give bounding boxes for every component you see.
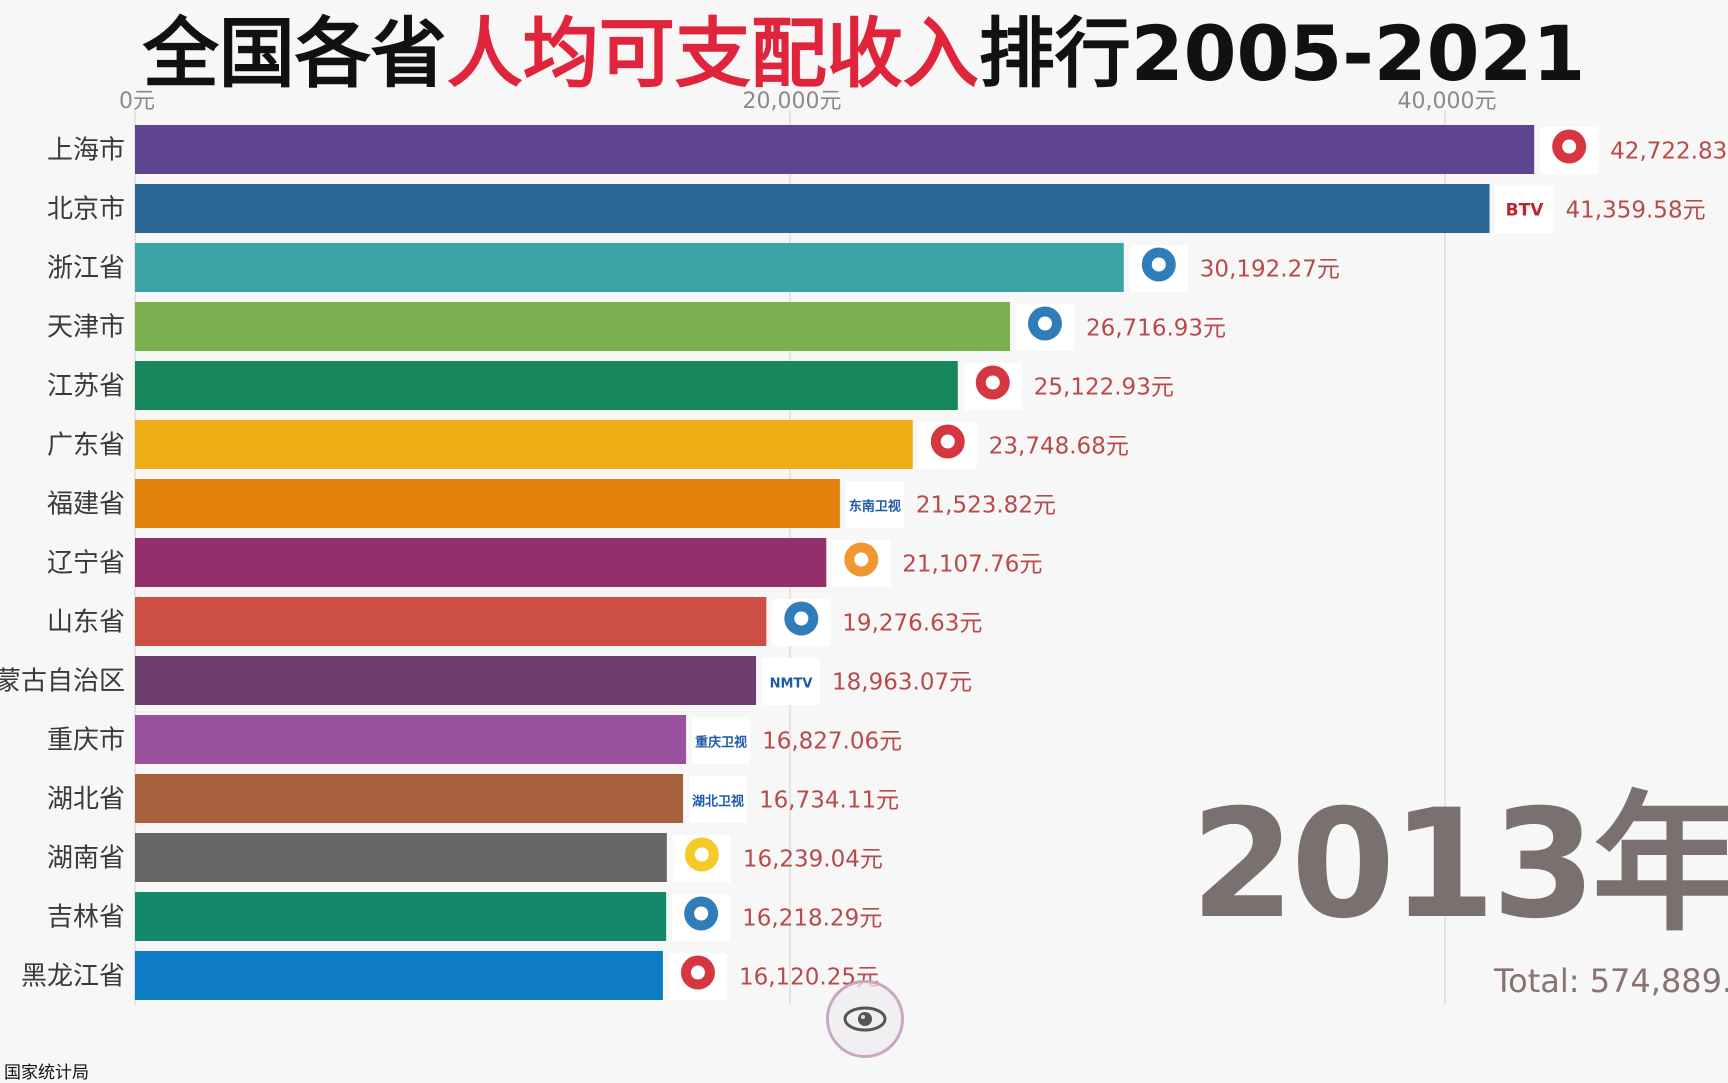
category-label: 湖北省 <box>47 785 125 815</box>
svg-text:重庆卫视: 重庆卫视 <box>695 735 747 751</box>
guangdong-tv-logo-icon <box>918 422 977 469</box>
category-label: 吉林省 <box>47 903 125 933</box>
year-label: 2013年 <box>1190 778 1728 952</box>
btv-logo-icon: BTV <box>1495 186 1554 233</box>
x-tick-label: 20,000元 <box>743 89 842 114</box>
bar <box>135 184 1490 233</box>
category-label: 蒙古自治区 <box>0 667 125 697</box>
bar <box>135 656 757 705</box>
svg-text:东南卫视: 东南卫视 <box>849 499 901 515</box>
value-label: 26,716.93元 <box>1086 316 1226 342</box>
hubei-tv-logo-icon: 湖北卫视 <box>689 776 748 823</box>
category-label: 江苏省 <box>47 372 125 402</box>
bar <box>135 597 767 646</box>
title-highlight: 人均可支配收入 <box>446 9 979 98</box>
category-label: 重庆市 <box>47 726 125 756</box>
x-tick-label: 40,000元 <box>1398 89 1497 114</box>
value-label: 16,734.11元 <box>759 788 899 814</box>
category-label: 北京市 <box>47 195 125 225</box>
value-label: 30,192.27元 <box>1200 257 1340 283</box>
category-label: 湖南省 <box>47 844 125 874</box>
shandong-tv-logo-icon <box>772 599 831 646</box>
chongqing-tv-logo-icon: 重庆卫视 <box>692 717 751 764</box>
bar <box>135 833 667 882</box>
nmtv-logo-icon: NMTV <box>762 658 821 705</box>
source-label: 国家统计局 <box>4 1063 89 1083</box>
value-label: 16,239.04元 <box>743 847 883 873</box>
category-label: 山东省 <box>47 608 125 638</box>
x-tick-label: 0元 <box>119 89 155 114</box>
svg-text:湖北卫视: 湖北卫视 <box>692 794 744 810</box>
category-label: 广东省 <box>47 431 125 461</box>
value-label: 41,359.58元 <box>1566 198 1706 224</box>
value-label: 21,523.82元 <box>916 493 1056 519</box>
bar <box>135 892 667 941</box>
bar <box>135 479 840 528</box>
total-label: Total: 574,889.4 <box>1494 962 1728 1000</box>
bar <box>135 715 687 764</box>
southeast-tv-logo-icon: 东南卫视 <box>845 481 904 528</box>
value-label: 25,122.93元 <box>1034 375 1174 401</box>
value-label: 16,827.06元 <box>762 729 902 755</box>
heilongjiang-tv-logo-icon <box>668 953 727 1000</box>
category-label: 黑龙江省 <box>21 962 125 992</box>
bar <box>135 125 1535 174</box>
bar <box>135 302 1010 351</box>
category-label: 福建省 <box>47 490 125 520</box>
bar <box>135 774 684 823</box>
value-label: 42,722.83元 <box>1610 139 1728 165</box>
value-label: 23,748.68元 <box>989 434 1129 460</box>
value-label: 16,218.29元 <box>742 906 882 932</box>
category-label: 浙江省 <box>47 254 125 284</box>
jiangsu-tv-logo-icon <box>963 363 1022 410</box>
category-label: 上海市 <box>47 136 125 166</box>
dragon-tv-logo-icon <box>1540 127 1599 174</box>
bar <box>135 243 1124 292</box>
jilin-tv-logo-icon <box>672 894 731 941</box>
bar <box>135 420 913 469</box>
svg-text:NMTV: NMTV <box>770 677 813 692</box>
value-label: 19,276.63元 <box>842 611 982 637</box>
title-prefix: 全国各省 <box>142 9 447 98</box>
value-label: 18,963.07元 <box>832 670 972 696</box>
chart-title: 全国各省人均可支配收入排行2005-2021 <box>0 8 1728 100</box>
svg-text:BTV: BTV <box>1506 201 1545 221</box>
category-label: 辽宁省 <box>47 549 125 579</box>
tianjin-tv-logo-icon <box>1015 304 1074 351</box>
bar <box>135 538 827 587</box>
hunan-tv-logo-icon <box>672 835 731 882</box>
bar <box>135 361 958 410</box>
zhejiang-tv-logo-icon <box>1129 245 1188 292</box>
value-label: 21,107.76元 <box>902 552 1042 578</box>
bar <box>135 951 663 1000</box>
category-label: 天津市 <box>47 313 125 343</box>
eye-watermark-icon <box>826 980 904 1058</box>
liaoning-tv-logo-icon <box>832 540 891 587</box>
title-suffix: 排行2005-2021 <box>978 9 1586 98</box>
